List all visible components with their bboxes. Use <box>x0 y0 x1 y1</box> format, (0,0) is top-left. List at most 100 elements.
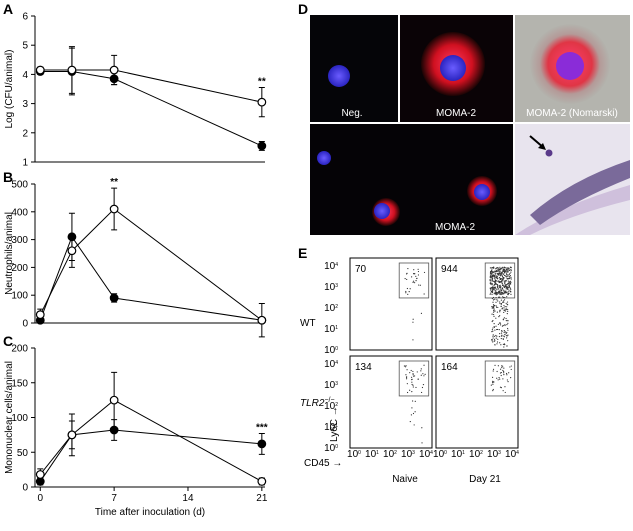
event-dot <box>506 267 508 269</box>
event-dot <box>499 372 502 374</box>
event-dot <box>498 377 500 379</box>
image-label: MOMA-2 (Nomarski) <box>526 108 618 119</box>
event-dot <box>489 267 492 269</box>
event-dot <box>501 282 503 285</box>
event-dot <box>505 332 507 334</box>
tick-exponent: 1 <box>335 325 338 331</box>
event-dot <box>506 337 508 339</box>
event-dot <box>499 290 501 292</box>
event-dot <box>413 273 415 275</box>
event-dot <box>510 288 512 290</box>
event-dot <box>500 332 503 334</box>
event-dot <box>501 367 503 369</box>
y-tick-label: 50 <box>17 448 29 459</box>
event-dot <box>498 268 500 270</box>
event-dot <box>498 281 500 283</box>
event-dot <box>494 289 496 291</box>
event-dot <box>503 307 505 309</box>
event-dot <box>491 339 493 341</box>
event-dot <box>510 267 512 269</box>
event-dot <box>493 275 495 277</box>
event-dot <box>496 341 499 343</box>
nucleus <box>317 151 331 165</box>
x-tick-label: 104 <box>419 449 433 460</box>
event-dot <box>503 289 505 291</box>
event-dot <box>510 365 512 367</box>
data-point <box>257 97 267 107</box>
event-dot <box>509 366 511 368</box>
event-dot <box>500 299 503 301</box>
event-count: 134 <box>355 362 372 373</box>
event-dot <box>489 282 491 284</box>
event-dot <box>499 284 501 286</box>
event-dot <box>496 306 498 308</box>
event-dot <box>503 304 505 307</box>
y-axis-label: Log (CFU/animal) <box>4 50 15 129</box>
event-dot <box>492 368 495 370</box>
tick-exponent: 2 <box>335 402 338 408</box>
event-dot <box>499 281 501 283</box>
event-dot <box>490 288 492 290</box>
event-dot <box>491 271 493 273</box>
event-dot <box>508 292 510 294</box>
x-tick-label: 100 <box>433 449 447 460</box>
event-dot <box>492 280 494 282</box>
x-tick-label: 104 <box>505 449 519 460</box>
event-dot <box>411 381 413 383</box>
event-dot <box>490 289 492 291</box>
nucleus <box>440 55 466 81</box>
y-tick-label: 100 <box>11 291 28 302</box>
event-dot <box>507 283 509 285</box>
data-point <box>109 293 119 303</box>
event-dot <box>491 331 493 333</box>
event-dot <box>503 330 505 332</box>
event-dot <box>491 277 493 280</box>
event-dot <box>406 383 408 385</box>
row-label: WT <box>300 318 316 329</box>
event-dot <box>504 306 506 308</box>
event-dot <box>502 268 504 270</box>
x-tick-label: 102 <box>469 449 483 460</box>
tick-exponent: 2 <box>394 450 397 456</box>
event-dot <box>411 379 413 381</box>
event-dot <box>493 326 495 329</box>
image-label: Neg. <box>341 108 362 119</box>
event-dot <box>490 280 492 282</box>
event-dot <box>490 272 492 274</box>
y-tick-label: 100 <box>324 345 338 356</box>
event-dot <box>499 311 501 313</box>
event-dot <box>510 276 512 278</box>
event-dot <box>491 267 493 269</box>
event-dot <box>496 293 499 295</box>
x-tick-label: 100 <box>347 449 361 460</box>
tick-base: 10 <box>419 449 431 460</box>
event-dot <box>499 269 502 271</box>
event-dot <box>501 325 504 327</box>
event-dot <box>507 381 509 383</box>
event-dot <box>409 288 411 290</box>
event-dot <box>493 338 496 340</box>
series-line <box>39 235 262 321</box>
event-dot <box>492 383 494 385</box>
arrowhead <box>538 143 546 150</box>
event-dot <box>491 290 493 292</box>
y-tick-label: 100 <box>324 443 338 454</box>
event-dot <box>505 288 507 290</box>
y-axis-label: Mononuclear cells/animal <box>4 361 15 474</box>
event-dot <box>413 424 415 426</box>
event-dot <box>491 340 493 342</box>
event-dot <box>494 310 496 312</box>
event-dot <box>496 328 499 331</box>
event-dot <box>494 270 497 272</box>
tick-exponent: 3 <box>498 450 501 456</box>
event-dot <box>497 379 499 381</box>
event-dot <box>423 364 425 366</box>
event-dot <box>510 278 512 280</box>
event-dot <box>499 315 501 317</box>
data-point <box>109 65 119 75</box>
panel-letter: E <box>298 245 307 261</box>
event-dot <box>504 275 507 277</box>
event-dot <box>504 308 506 310</box>
y-tick-label: 102 <box>324 401 338 412</box>
event-dot <box>496 289 498 291</box>
